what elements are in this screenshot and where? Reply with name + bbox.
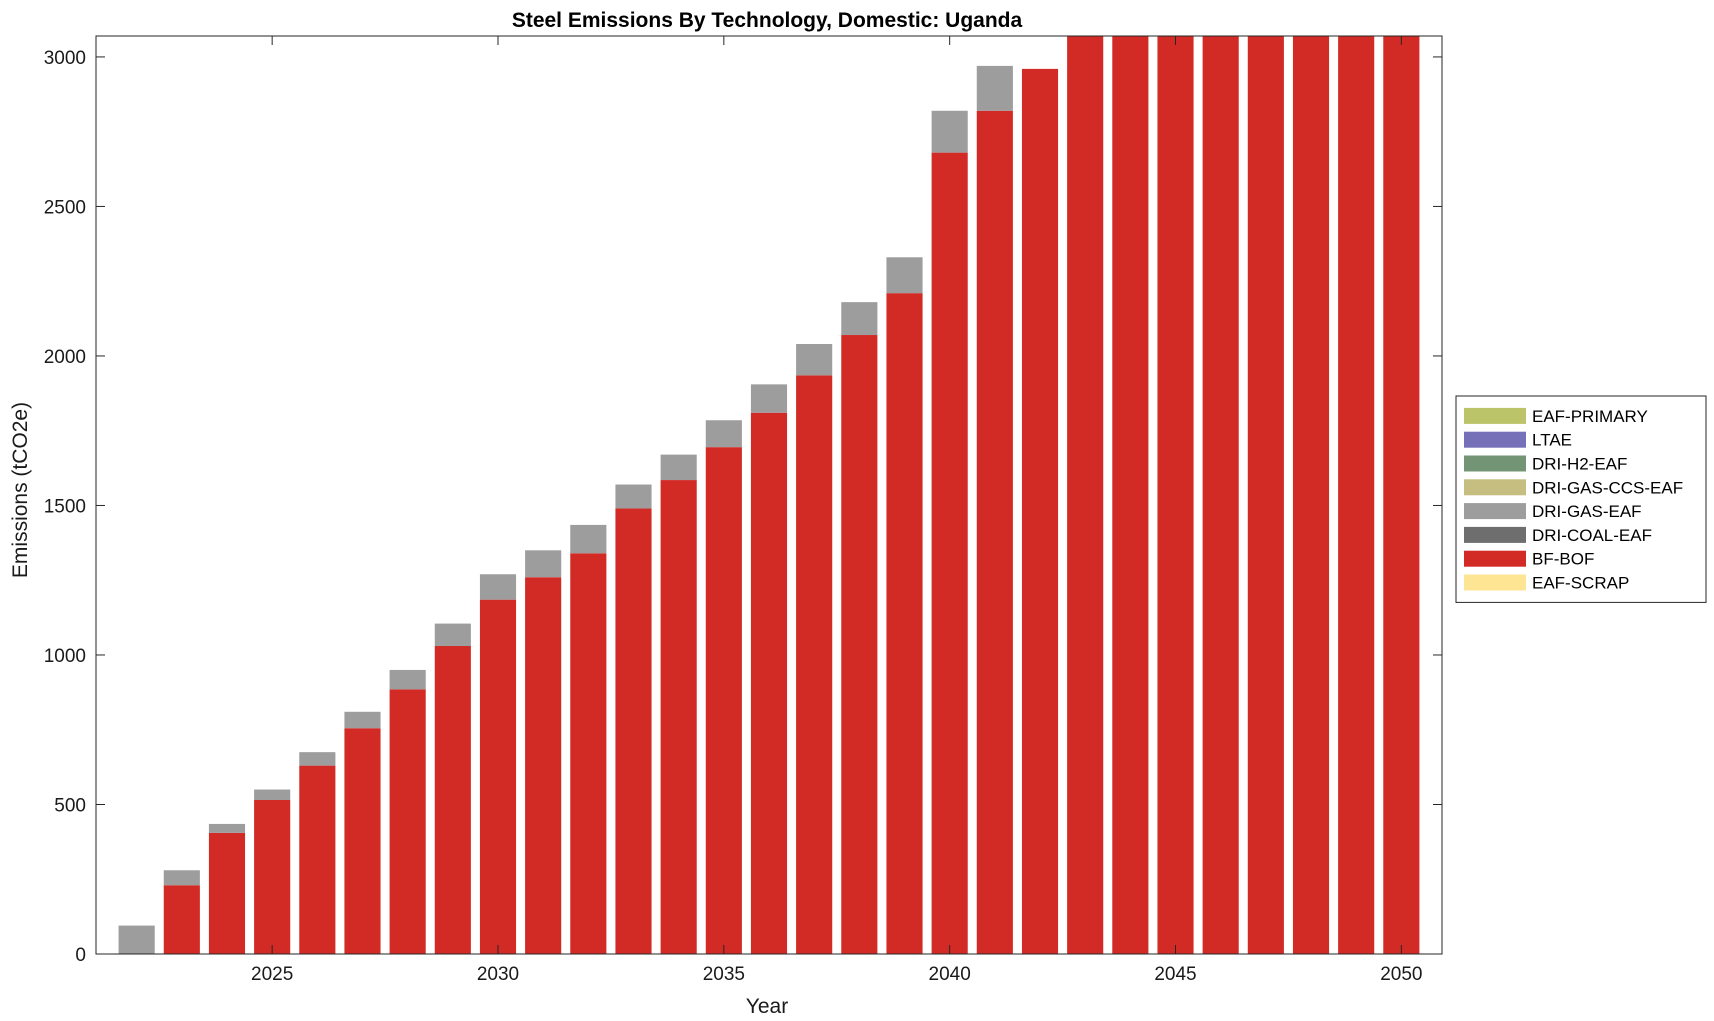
legend-label-dri-gas-eaf: DRI-GAS-EAF (1532, 502, 1642, 521)
legend-label-dri-coal-eaf: DRI-COAL-EAF (1532, 526, 1652, 545)
y-tick-label: 0 (75, 945, 86, 966)
bar-bf-bof-2036 (750, 412, 788, 954)
legend-label-eaf-scrap: EAF-SCRAP (1532, 574, 1629, 593)
bar-bf-bof-2046 (1202, 36, 1239, 954)
bar-dri-gas-eaf-2034 (660, 454, 697, 481)
bar-dri-gas-eaf-2026 (299, 752, 336, 766)
bar-bf-bof-2025 (254, 800, 291, 954)
bar-dri-gas-eaf-2038 (841, 302, 878, 336)
y-tick-label: 1000 (44, 646, 86, 667)
legend-swatch-ltae (1464, 431, 1526, 448)
x-tick-label: 2025 (251, 964, 293, 985)
bar-dri-gas-eaf-2022 (118, 925, 155, 954)
y-tick-label: 2500 (44, 197, 86, 218)
legend-label-ltae: LTAE (1532, 431, 1572, 450)
y-tick-label: 500 (54, 795, 86, 816)
bar-dri-gas-eaf-2028 (389, 669, 426, 690)
legend-swatch-dri-coal-eaf (1464, 526, 1526, 543)
bar-bf-bof-2032 (570, 553, 607, 954)
axis-ticks: 2025 2030 2035 2040 2045 2050 0 500 1000 1500 2000… (44, 36, 1442, 985)
x-axis-label: Year (746, 995, 788, 1018)
x-tick-label: 2035 (703, 964, 745, 985)
bar-bf-bof-2030 (479, 599, 517, 954)
bar-bf-bof-2034 (660, 480, 697, 954)
bar-bf-bof-2038 (841, 335, 878, 954)
y-tick-label: 3000 (44, 48, 86, 69)
bar-bf-bof-2037 (796, 375, 833, 954)
bar-bf-bof-2040 (931, 152, 968, 954)
bar-bf-bof-2031 (525, 577, 562, 954)
legend-label-dri-gas-ccs-eaf: DRI-GAS-CCS-EAF (1532, 478, 1683, 497)
bar-bf-bof-2042 (1021, 68, 1059, 954)
bar-bf-bof-2023 (163, 885, 200, 954)
bar-dri-gas-eaf-2033 (615, 484, 652, 509)
legend-label-dri-h2-eaf: DRI-H2-EAF (1532, 455, 1627, 474)
bars-layer (118, 36, 1420, 954)
legend: EAF-PRIMARY LTAE DRI-H2-EAF DRI-GAS-CCS-EAF… (1455, 395, 1707, 603)
bar-bf-bof-2024 (208, 832, 246, 954)
bar-bf-bof-2047 (1247, 36, 1284, 954)
x-tick-label: 2045 (1154, 964, 1196, 985)
legend-swatch-dri-h2-eaf (1464, 455, 1526, 472)
bar-dri-gas-eaf-2024 (208, 823, 246, 833)
bar-bf-bof-2028 (389, 689, 426, 954)
y-tick-label: 1500 (44, 496, 86, 517)
bar-bf-bof-2050 (1383, 36, 1420, 954)
bar-dri-gas-eaf-2031 (525, 550, 562, 578)
legend-swatch-bf-bof (1464, 550, 1526, 567)
bar-bf-bof-2029 (434, 646, 471, 954)
bar-dri-gas-eaf-2023 (163, 870, 200, 886)
bar-bf-bof-2045 (1157, 36, 1194, 954)
bar-bf-bof-2044 (1112, 36, 1149, 954)
bar-bf-bof-2033 (615, 508, 652, 954)
bar-dri-gas-eaf-2030 (479, 574, 517, 600)
bar-dri-gas-eaf-2029 (434, 623, 471, 647)
x-tick-label: 2050 (1380, 964, 1422, 985)
bar-bf-bof-2039 (886, 293, 923, 954)
legend-label-bf-bof: BF-BOF (1532, 550, 1594, 569)
bar-bf-bof-2043 (1067, 36, 1104, 954)
bar-dri-gas-eaf-2036 (750, 384, 788, 413)
bar-dri-gas-eaf-2039 (886, 257, 923, 294)
bar-dri-gas-eaf-2035 (705, 420, 742, 448)
bar-dri-gas-eaf-2041 (976, 65, 1013, 111)
legend-box (1455, 395, 1707, 603)
bar-bf-bof-2035 (705, 447, 742, 954)
bar-dri-gas-eaf-2025 (254, 789, 291, 801)
chart-title: Steel Emissions By Technology, Domestic:… (512, 9, 1023, 32)
bar-bf-bof-2049 (1338, 36, 1375, 954)
bar-dri-gas-eaf-2032 (570, 524, 607, 554)
y-axis-label: Emissions (tCO2e) (9, 402, 32, 578)
legend-swatch-eaf-scrap (1464, 574, 1526, 591)
plot-area-frame (95, 35, 1443, 955)
bar-dri-gas-eaf-2040 (931, 110, 968, 153)
bar-dri-gas-eaf-2037 (796, 343, 833, 376)
bar-dri-gas-eaf-2027 (344, 711, 381, 729)
x-tick-label: 2040 (929, 964, 971, 985)
x-tick-label: 2030 (477, 964, 519, 985)
bar-bf-bof-2026 (299, 765, 336, 954)
y-tick-label: 2000 (44, 347, 86, 368)
bar-bf-bof-2041 (976, 110, 1013, 954)
bar-bf-bof-2048 (1292, 36, 1330, 954)
bar-bf-bof-2027 (344, 728, 381, 954)
legend-swatch-eaf-primary (1464, 407, 1526, 424)
legend-swatch-dri-gas-ccs-eaf (1464, 479, 1526, 496)
legend-swatch-dri-gas-eaf (1464, 503, 1526, 520)
legend-label-eaf-primary: EAF-PRIMARY (1532, 407, 1648, 426)
